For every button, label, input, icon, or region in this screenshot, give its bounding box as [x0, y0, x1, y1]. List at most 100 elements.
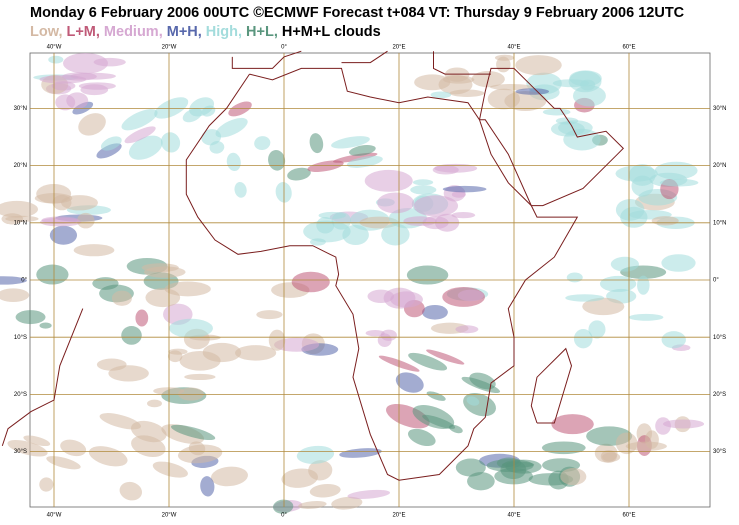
cloud	[551, 414, 594, 435]
cloud	[179, 350, 221, 371]
cloud	[121, 326, 142, 345]
lat-label: 0°	[21, 278, 27, 284]
cloud	[256, 310, 283, 320]
cloud	[73, 244, 115, 257]
cloud	[615, 198, 645, 221]
cloud	[331, 136, 370, 149]
cloud	[184, 373, 216, 381]
lat-label: 0°	[713, 278, 719, 284]
cloud	[309, 483, 341, 498]
cloud	[235, 345, 277, 361]
cloud	[210, 466, 248, 487]
cloud	[147, 399, 162, 408]
lon-label: 0°	[281, 513, 287, 519]
cloud	[496, 56, 511, 73]
cloud	[573, 328, 593, 349]
cloud	[645, 430, 659, 449]
cloud	[49, 225, 78, 245]
cloud	[403, 216, 437, 226]
cloud	[457, 289, 484, 302]
cloud	[171, 424, 216, 441]
cloud	[555, 117, 579, 125]
lon-label: 40°E	[507, 45, 520, 51]
cloud	[272, 499, 294, 514]
cloud	[96, 358, 127, 371]
cloud	[377, 333, 392, 347]
cloud	[152, 461, 188, 478]
cloud	[430, 91, 452, 99]
coastline	[341, 50, 388, 64]
cloud	[406, 265, 449, 285]
cloud	[316, 216, 335, 234]
cloud	[413, 195, 459, 217]
cloud	[599, 275, 637, 292]
cloud	[659, 178, 699, 187]
lon-label: 40°W	[47, 513, 62, 519]
cloud	[339, 448, 382, 458]
cloud	[281, 468, 319, 488]
cloud	[395, 372, 424, 393]
lat-label: 10°S	[713, 335, 726, 341]
cloud	[234, 181, 247, 198]
lat-label: 20°S	[14, 392, 27, 398]
cloud	[309, 238, 326, 246]
cloud	[432, 165, 459, 175]
cloud	[34, 193, 73, 204]
cloud	[455, 325, 479, 334]
legend-item: H+M+L clouds	[281, 24, 381, 40]
cloud	[296, 445, 335, 464]
cloud	[421, 304, 448, 320]
cloud	[566, 272, 583, 283]
coastlines	[1, 50, 625, 481]
cloud	[0, 288, 30, 303]
cloud	[407, 428, 436, 447]
lon-label: 20°E	[392, 45, 405, 51]
lon-label: 60°E	[622, 513, 635, 519]
cloud	[469, 372, 496, 390]
cloud	[128, 135, 163, 160]
cloud	[455, 458, 486, 477]
cloud	[365, 329, 385, 337]
cloud	[426, 349, 465, 365]
cloud	[23, 435, 51, 447]
cloud	[100, 136, 122, 151]
cloud	[119, 481, 143, 501]
coastline	[185, 67, 579, 481]
cloud	[124, 126, 156, 144]
cloud-layer	[0, 52, 705, 514]
lat-label: 30°N	[713, 106, 726, 112]
lat-label: 20°S	[713, 392, 726, 398]
legend: Low, L+M, Medium, M+H, High, H+L, H+M+L clouds	[30, 24, 385, 40]
lat-label: 30°N	[14, 106, 27, 112]
coastline	[479, 67, 625, 207]
cloud	[121, 109, 158, 131]
cloud	[215, 117, 248, 138]
cloud	[542, 108, 571, 116]
cloud	[78, 113, 106, 136]
cloud	[76, 212, 95, 229]
lon-label: 20°W	[162, 45, 177, 51]
cloud	[600, 450, 617, 463]
cloud	[135, 309, 149, 327]
lat-label: 30°S	[14, 449, 27, 455]
cloud	[410, 185, 437, 195]
lon-label: 0°	[281, 45, 287, 51]
cloud	[1, 213, 24, 225]
cloud	[7, 440, 48, 457]
lat-label: 20°N	[14, 163, 27, 169]
cloud	[80, 84, 109, 96]
cloud	[274, 337, 320, 352]
cloud	[367, 289, 395, 303]
cloud	[347, 489, 391, 500]
lat-label: 10°S	[14, 335, 27, 341]
cloud	[628, 164, 656, 186]
lat-label: 30°S	[713, 449, 726, 455]
legend-item: High,	[205, 24, 243, 40]
cloud	[167, 350, 183, 363]
cloud	[466, 396, 480, 406]
cloud	[637, 275, 650, 295]
cloud	[451, 212, 476, 219]
lon-label: 20°E	[392, 513, 405, 519]
